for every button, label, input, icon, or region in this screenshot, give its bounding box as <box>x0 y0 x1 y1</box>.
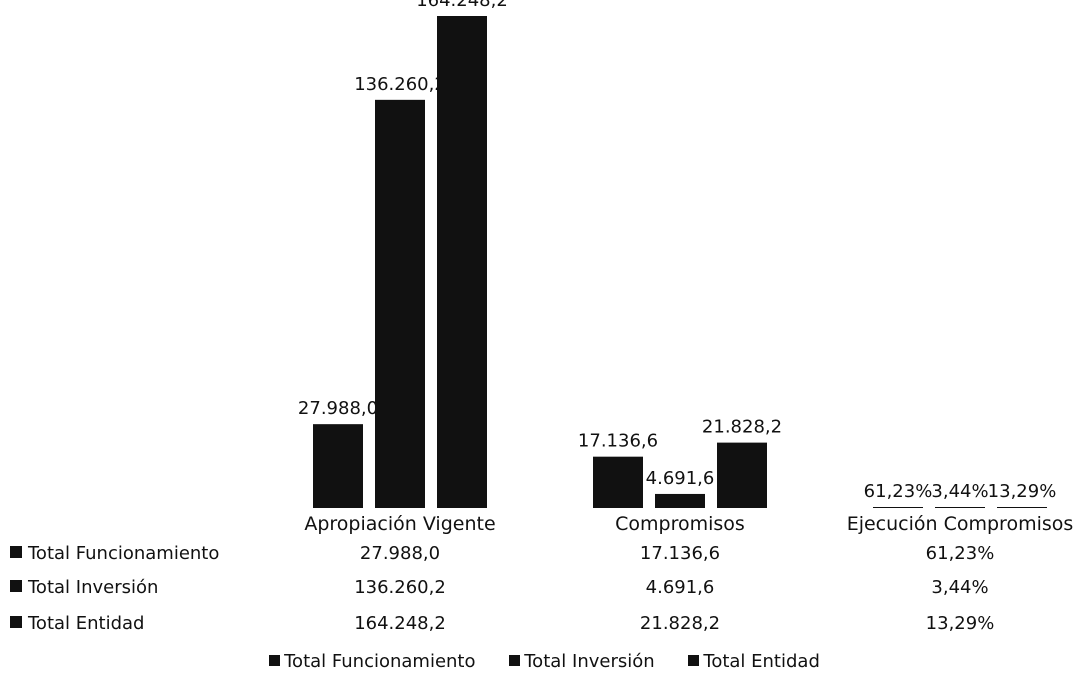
bar <box>313 424 363 508</box>
legend-label: Total Entidad <box>703 651 820 672</box>
table-row: Total Funcionamiento 27.988,0 17.136,6 6… <box>0 540 1089 568</box>
data-label: 136.260,2 <box>354 74 446 95</box>
data-label: 13,29% <box>988 481 1057 502</box>
bar <box>873 507 923 508</box>
legend-item: Total Inversión <box>509 650 655 674</box>
legend-swatch-icon <box>269 655 281 666</box>
category-label: Ejecución Compromisos <box>847 513 1074 535</box>
bar <box>997 507 1047 508</box>
table-cell: 164.248,2 <box>354 613 446 634</box>
data-label: 3,44% <box>931 481 988 502</box>
legend-swatch-icon <box>10 580 22 592</box>
table-cell: 136.260,2 <box>354 577 446 598</box>
table-cell: 4.691,6 <box>645 577 715 598</box>
table-row: Total Entidad 164.248,2 21.828,2 13,29% <box>0 610 1089 638</box>
table-cell: 21.828,2 <box>639 613 721 634</box>
table-row: Total Inversión 136.260,2 4.691,6 3,44% <box>0 574 1089 602</box>
legend-label: Total Funcionamiento <box>284 651 476 672</box>
legend-swatch-icon <box>509 655 521 666</box>
data-label: 17.136,6 <box>578 431 658 452</box>
legend: Total Funcionamiento Total Inversión Tot… <box>0 650 1089 674</box>
data-label: 27.988,0 <box>298 398 378 419</box>
bar <box>935 507 985 508</box>
data-label: 21.828,2 <box>702 417 782 438</box>
category-label: Compromisos <box>615 513 745 535</box>
data-label: 4.691,6 <box>646 468 715 489</box>
legend-item: Total Funcionamiento <box>269 650 476 674</box>
bar <box>437 16 487 508</box>
table-row-label: Total Funcionamiento <box>10 540 219 568</box>
table-row-label: Total Inversión <box>10 574 158 602</box>
legend-swatch-icon <box>688 655 700 666</box>
legend-swatch-icon <box>10 616 22 628</box>
table-row-label: Total Entidad <box>10 610 144 638</box>
bar <box>717 442 767 508</box>
table-cell: 61,23% <box>925 543 995 564</box>
chart-plot-area: 27.988,0 136.260,2 164.248,2 Apropiación Vi… <box>298 0 1074 535</box>
table-cell: 13,29% <box>925 613 995 634</box>
legend-label: Total Inversión <box>524 651 655 672</box>
bar <box>655 493 705 508</box>
legend-item: Total Entidad <box>688 650 820 674</box>
data-label: 61,23% <box>864 481 933 502</box>
table-row-label-text: Total Funcionamiento <box>28 543 220 564</box>
table-cell: 27.988,0 <box>359 543 441 564</box>
bar <box>593 456 643 508</box>
legend-swatch-icon <box>10 546 22 558</box>
table-cell: 3,44% <box>931 577 989 598</box>
data-label: 164.248,2 <box>416 0 508 11</box>
category-label: Apropiación Vigente <box>304 513 495 535</box>
bar <box>375 99 425 508</box>
table-row-label-text: Total Entidad <box>28 613 145 634</box>
table-row-label-text: Total Inversión <box>28 577 159 598</box>
table-cell: 17.136,6 <box>639 543 721 564</box>
